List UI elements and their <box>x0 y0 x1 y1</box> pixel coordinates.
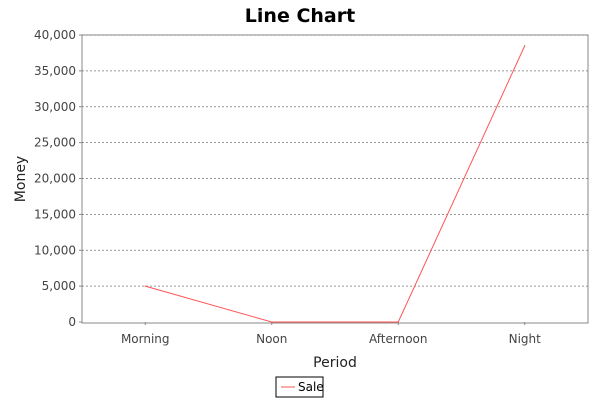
y-tick-label: 15,000 <box>34 207 76 221</box>
legend-box <box>275 376 324 398</box>
y-tick-label: 35,000 <box>34 64 76 78</box>
data-point <box>397 321 399 323</box>
y-tick-label: 20,000 <box>34 172 76 186</box>
gridlines <box>82 34 588 287</box>
y-axis-label: Money <box>13 156 29 202</box>
series-line-sale <box>145 45 526 323</box>
x-axis-ticks: Morning Noon Afternoon Night <box>121 322 541 346</box>
y-tick-label: 10,000 <box>34 243 76 257</box>
y-tick-label: 25,000 <box>34 136 76 150</box>
chart-title: Line Chart <box>245 5 355 27</box>
x-tick-label: Afternoon <box>369 332 428 346</box>
x-tick-label: Morning <box>121 332 170 346</box>
plot-area <box>81 34 589 324</box>
series-lines <box>144 45 526 323</box>
y-tick-label: 30,000 <box>34 100 76 114</box>
x-tick-label: Noon <box>256 332 287 346</box>
x-axis-label: Period <box>313 355 357 371</box>
y-tick-label: 40,000 <box>34 28 76 42</box>
y-tick-label: 5,000 <box>42 279 76 293</box>
y-tick-label: 0 <box>68 315 76 329</box>
data-point <box>271 321 273 323</box>
legend-label-sale: Sale <box>298 380 324 394</box>
data-point <box>524 45 526 47</box>
data-point <box>144 285 146 287</box>
legend: Sale <box>275 376 324 398</box>
x-tick-label: Night <box>509 332 542 346</box>
y-axis-ticks: 0 5,000 10,000 15,000 20,000 25,000 30,000 35,0… <box>34 28 82 329</box>
